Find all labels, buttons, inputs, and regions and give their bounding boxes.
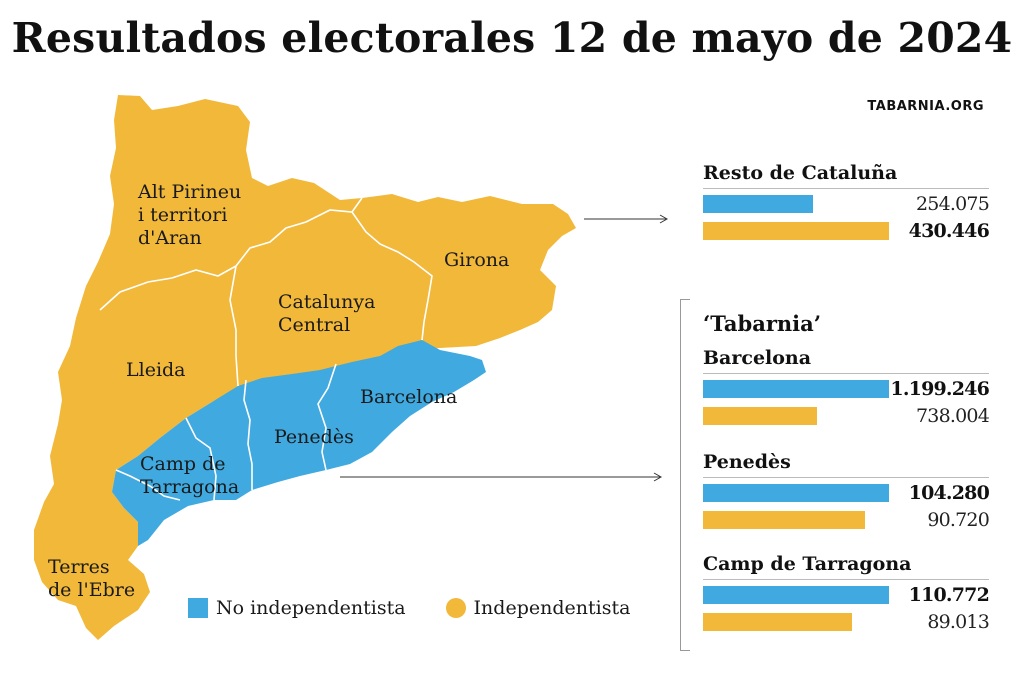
page-title: Resultados electorales 12 de mayo de 202… bbox=[11, 14, 1013, 62]
connector-arrows bbox=[340, 214, 669, 482]
tabarnia-no-independentista-row: 1.199.246 bbox=[703, 378, 990, 400]
tabarnia-no-independentista-bar bbox=[703, 380, 889, 398]
legend-item-no-independentista: No independentista bbox=[188, 597, 406, 619]
resto-panel: Resto de Cataluña 254.075 430.446 bbox=[703, 162, 990, 242]
resto-independentista-row: 430.446 bbox=[703, 220, 990, 242]
tabarnia-independentista-value: 90.720 bbox=[927, 509, 989, 531]
tabarnia-independentista-row: 89.013 bbox=[703, 611, 990, 633]
region-label-line: Penedès bbox=[274, 426, 354, 448]
region-label-line: Catalunya bbox=[278, 291, 375, 313]
legend-label-no-independentista: No independentista bbox=[216, 597, 406, 619]
tabarnia-group: Penedès 104.280 90.720 bbox=[703, 451, 990, 531]
tabarnia-independentista-value: 89.013 bbox=[927, 611, 989, 633]
tabarnia-no-independentista-value: 110.772 bbox=[908, 584, 990, 606]
region-label-catalunya-central: Catalunya Central bbox=[278, 291, 375, 336]
tabarnia-independentista-bar bbox=[703, 613, 853, 631]
region-label-line: Lleida bbox=[126, 359, 186, 381]
map-region-no-independentista-area bbox=[112, 340, 486, 546]
tabarnia-independentista-bar bbox=[703, 407, 818, 425]
tabarnia-no-independentista-value: 104.280 bbox=[908, 482, 990, 504]
tabarnia-no-independentista-row: 110.772 bbox=[703, 584, 990, 606]
tabarnia-no-independentista-bar bbox=[703, 484, 889, 502]
source-credit: TABARNIA.ORG bbox=[867, 99, 984, 114]
tabarnia-group: Camp de Tarragona 110.772 89.013 bbox=[703, 553, 990, 633]
region-label-line: de l'Ebre bbox=[48, 579, 135, 601]
region-label-barcelona: Barcelona bbox=[360, 386, 457, 408]
tabarnia-independentista-row: 738.004 bbox=[703, 405, 990, 427]
region-labels: Alt Pirineu i territori d'Aran Girona Catalu… bbox=[48, 181, 509, 601]
tabarnia-no-independentista-value: 1.199.246 bbox=[890, 378, 989, 400]
tabarnia-group-title: Camp de Tarragona bbox=[703, 553, 989, 580]
resto-no-independentista-value: 254.075 bbox=[916, 193, 990, 215]
region-label-line: Alt Pirineu bbox=[137, 181, 241, 203]
connector-tabarnia-arrowhead bbox=[653, 472, 663, 482]
region-label-line: Terres bbox=[48, 556, 110, 578]
region-label-line: i territori bbox=[138, 204, 227, 226]
tabarnia-title: ‘Tabarnia’ bbox=[703, 311, 822, 336]
tabarnia-group-title: Barcelona bbox=[703, 347, 989, 374]
tabarnia-independentista-bar bbox=[703, 511, 865, 529]
region-label-line: d'Aran bbox=[138, 227, 202, 249]
connector-resto-arrowhead bbox=[659, 214, 669, 224]
region-label-camp-de-tarragona: Camp de Tarragona bbox=[140, 453, 239, 498]
region-label-line: Tarragona bbox=[140, 476, 239, 498]
legend-item-independentista: Independentista bbox=[445, 597, 631, 619]
region-label-lleida: Lleida bbox=[126, 359, 186, 381]
resto-independentista-bar bbox=[703, 222, 889, 240]
map-region-independentista-area bbox=[34, 95, 576, 640]
resto-no-independentista-row: 254.075 bbox=[703, 193, 990, 215]
tabarnia-group: Barcelona 1.199.246 738.004 bbox=[703, 347, 990, 427]
region-label-terres-de-lebre: Terres de l'Ebre bbox=[48, 556, 135, 601]
resto-title: Resto de Cataluña bbox=[703, 162, 989, 189]
legend-swatch-no-independentista bbox=[188, 598, 208, 618]
region-label-line: Central bbox=[278, 314, 350, 336]
region-label-alt-pirineu: Alt Pirineu i territori d'Aran bbox=[137, 181, 241, 249]
tabarnia-independentista-value: 738.004 bbox=[916, 405, 990, 427]
region-label-line: Girona bbox=[444, 249, 509, 271]
legend-label-independentista: Independentista bbox=[473, 597, 631, 619]
region-label-girona: Girona bbox=[444, 249, 509, 271]
tabarnia-bracket bbox=[680, 299, 690, 651]
region-label-line: Camp de bbox=[140, 453, 226, 475]
region-label-penedes: Penedès bbox=[274, 426, 354, 448]
legend-swatch-independentista bbox=[445, 598, 466, 618]
tabarnia-no-independentista-bar bbox=[703, 586, 889, 604]
resto-no-independentista-bar bbox=[703, 195, 813, 213]
tabarnia-no-independentista-row: 104.280 bbox=[703, 482, 990, 504]
tabarnia-group-title: Penedès bbox=[703, 451, 989, 478]
region-borders bbox=[99, 197, 433, 501]
region-label-line: Barcelona bbox=[360, 386, 457, 408]
resto-independentista-value: 430.446 bbox=[908, 220, 990, 242]
tabarnia-independentista-row: 90.720 bbox=[703, 509, 990, 531]
legend: No independentista Independentista bbox=[188, 597, 670, 619]
